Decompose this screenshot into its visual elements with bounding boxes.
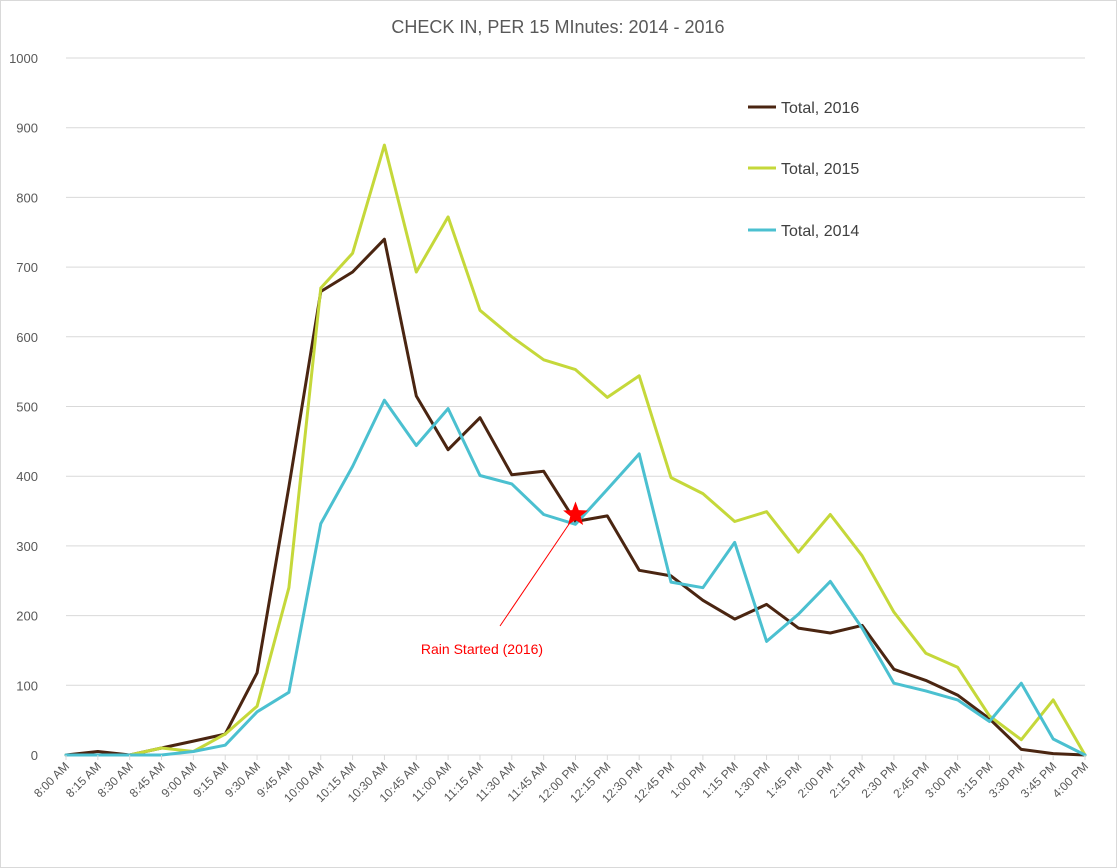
x-axis: 8:00 AM8:15 AM8:30 AM8:45 AM9:00 AM9:15 … xyxy=(31,755,1091,805)
series-line-total-2015 xyxy=(64,143,1087,757)
x-tick-label: 4:00 PM xyxy=(1050,759,1092,801)
y-tick-label: 100 xyxy=(16,678,38,693)
y-tick-label: 500 xyxy=(16,400,38,415)
legend-label: Total, 2016 xyxy=(781,100,859,117)
y-tick-label: 300 xyxy=(16,539,38,554)
legend-label: Total, 2015 xyxy=(781,161,859,178)
y-tick-label: 400 xyxy=(16,469,38,484)
annotation-label: Rain Started (2016) xyxy=(421,641,543,657)
series-lines xyxy=(64,143,1087,757)
series-line-total-2016 xyxy=(64,237,1087,757)
annotations: Rain Started (2016) xyxy=(421,501,588,657)
gridlines xyxy=(66,57,1085,756)
legend-label: Total, 2014 xyxy=(781,223,859,240)
annotation-leader-line xyxy=(499,514,576,627)
y-tick-label: 900 xyxy=(16,121,38,136)
y-tick-label: 700 xyxy=(16,260,38,275)
y-tick-label: 1000 xyxy=(9,51,38,66)
y-tick-label: 0 xyxy=(31,748,38,763)
chart-title: CHECK IN, PER 15 MInutes: 2014 - 2016 xyxy=(391,17,724,37)
y-axis: 0 100 200 300 400 500 600 700 800 900 1000 xyxy=(9,51,38,763)
series-line-total-2014 xyxy=(64,398,1087,757)
y-tick-label: 800 xyxy=(16,190,38,205)
legend: Total, 2016 Total, 2015 Total, 2014 xyxy=(748,100,859,240)
rain-started-star-marker xyxy=(563,501,588,525)
y-tick-label: 200 xyxy=(16,609,38,624)
y-tick-label: 600 xyxy=(16,330,38,345)
